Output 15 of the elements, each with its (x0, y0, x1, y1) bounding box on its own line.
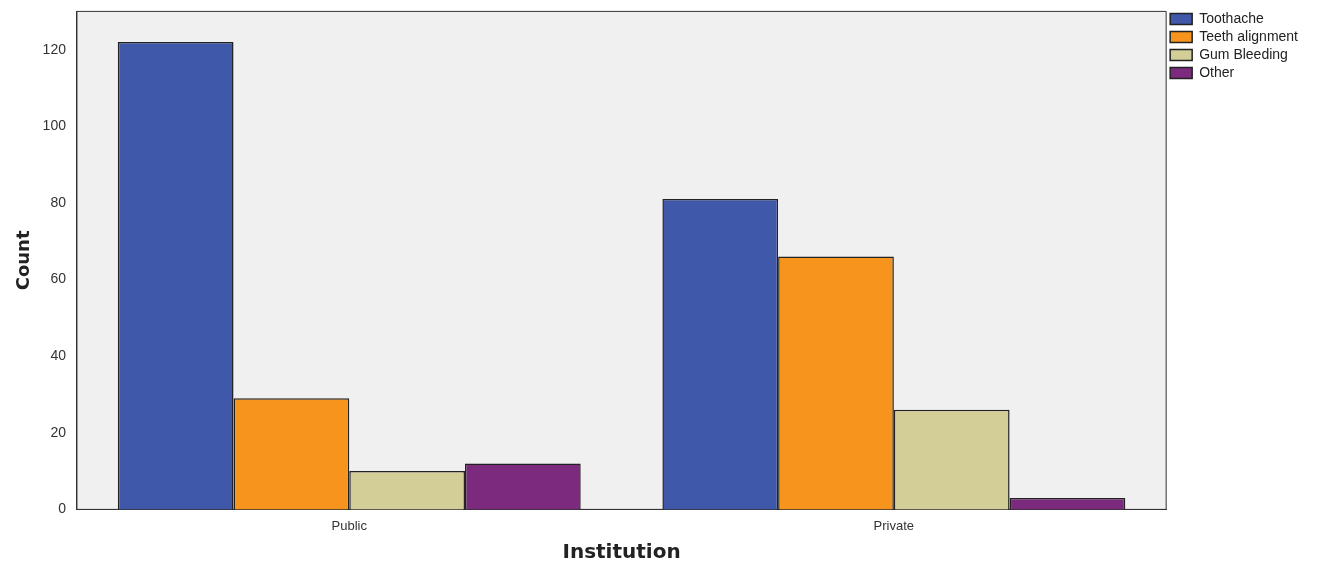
y-tick-label: 100 (42, 117, 67, 134)
x-axis-title: Institution (562, 539, 681, 564)
x-tick-label: Public (331, 517, 368, 533)
y-tick-label: 40 (50, 347, 67, 364)
y-tick-label: 80 (50, 193, 67, 210)
y-tick-label: 120 (42, 40, 67, 57)
legend-label: Gum Bleeding (1199, 45, 1288, 62)
y-axis-title: Count (12, 230, 34, 291)
legend-label: Teeth alignment (1199, 27, 1299, 44)
x-tick-label: Private (873, 517, 915, 533)
y-tick-label: 0 (58, 500, 67, 517)
legend-label: Toothache (1199, 9, 1264, 26)
y-tick-label: 60 (50, 270, 67, 287)
legend-label: Other (1199, 63, 1235, 80)
y-tick-label: 20 (50, 423, 67, 440)
